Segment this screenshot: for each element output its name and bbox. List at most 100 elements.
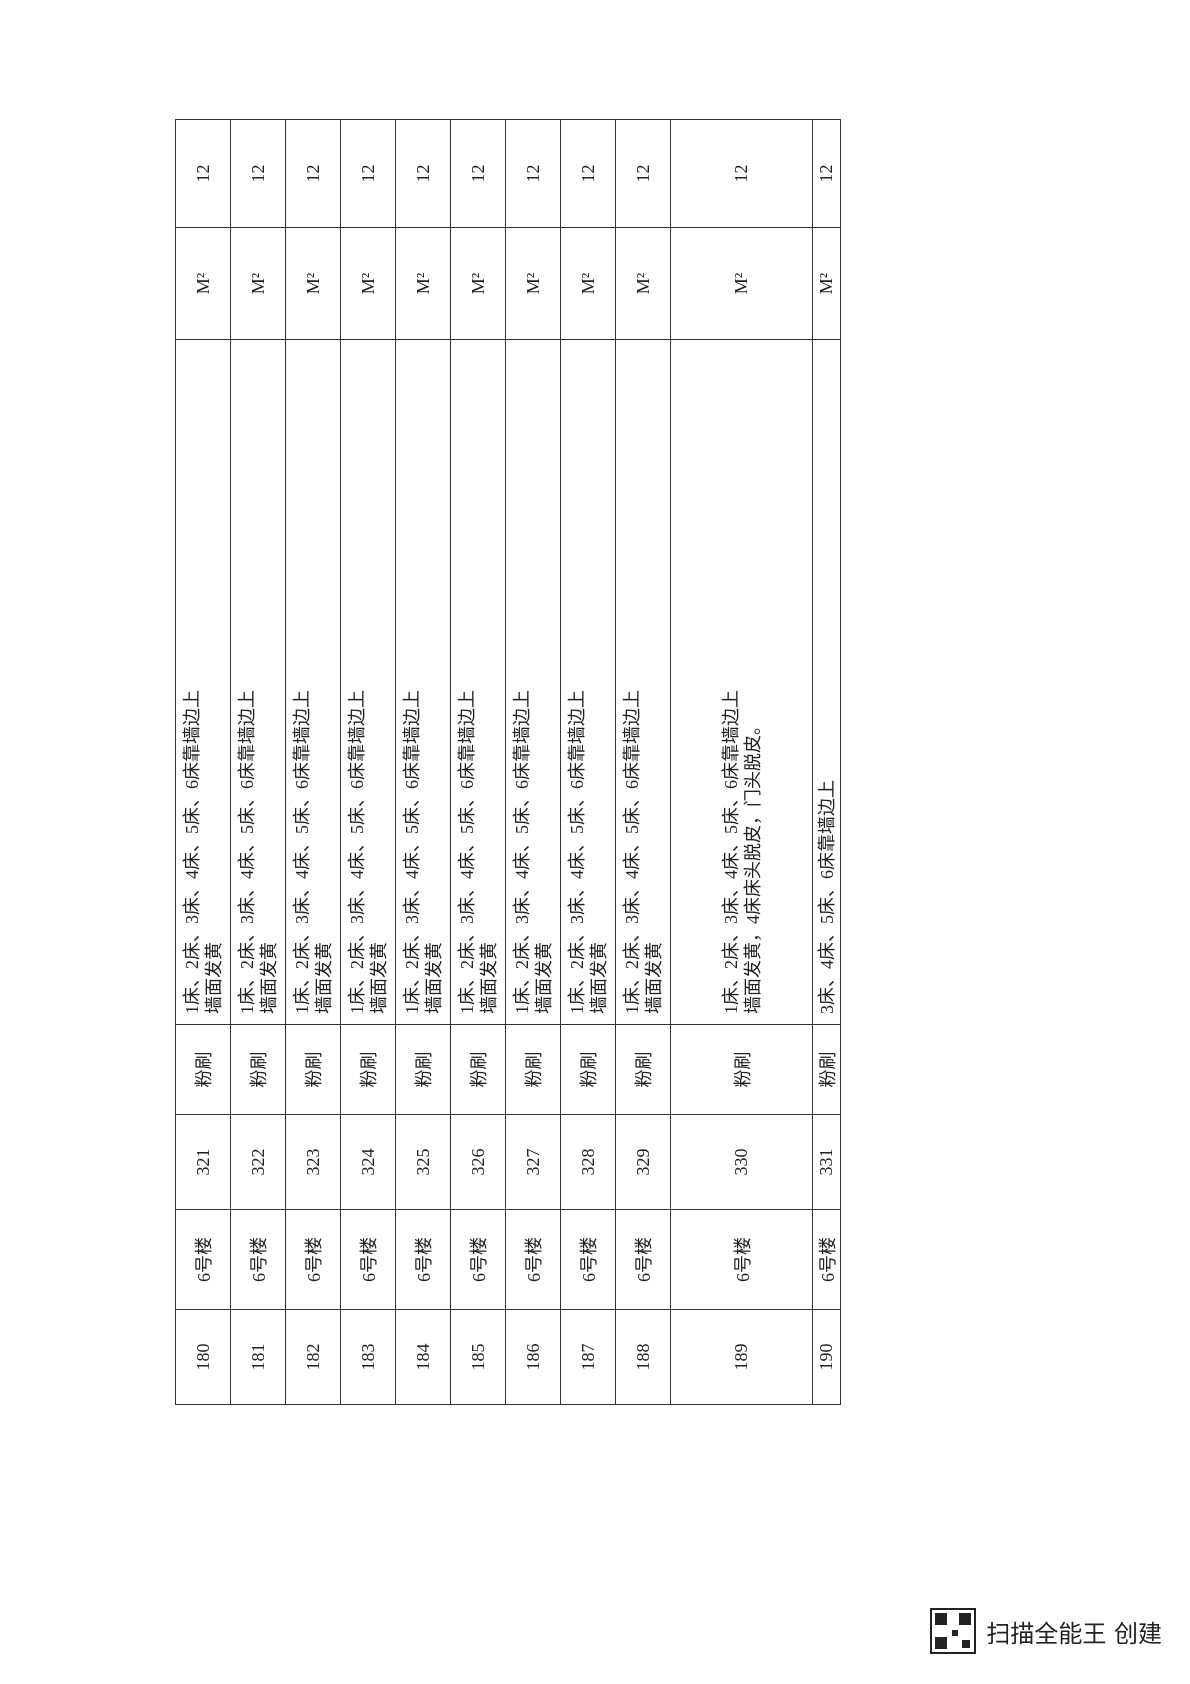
cell-qty: 12 [395,119,451,228]
desc-line: 墙面发黄 [369,942,389,1014]
cell-qty: 12 [670,119,813,228]
cell-type: 粉刷 [395,1024,451,1115]
cell-desc: 1床、2床、3床、4床、5床、6床靠墙边上 墙面发黄 [615,339,671,1025]
cell-desc: 3床、4床、5床、6床靠墙边上 [812,339,841,1025]
cell-type: 粉刷 [285,1024,341,1115]
desc-line: 1床、2床、3床、4床、5床、6床靠墙边上 [292,690,312,1014]
desc-line: 1床、2床、3床、4床、5床、6床靠墙边上 [347,690,367,1014]
table-row: 190 6号楼 331 粉刷 3床、4床、5床、6床靠墙边上 M² 12 [812,119,841,1405]
table-row: 186 6号楼 327 粉刷 1床、2床、3床、4床、5床、6床靠墙边上 墙面发黄 M² 12 [505,119,561,1405]
desc-line: 墙面发黄 [534,942,554,1014]
desc-line: 墙面发黄 [314,942,334,1014]
cell-building: 6号楼 [560,1209,616,1310]
cell-code: 329 [615,1114,671,1210]
desc-line: 1床、2床、3床、4床、5床、6床靠墙边上 [512,690,532,1014]
cell-qty: 12 [615,119,671,228]
cell-code: 328 [560,1114,616,1210]
cell-desc: 1床、2床、3床、4床、5床、6床靠墙边上 墙面发黄 [560,339,616,1025]
cell-code: 322 [230,1114,286,1210]
cell-no: 182 [285,1309,341,1405]
desc-line: 1床、2床、3床、4床、5床、6床靠墙边上 [402,690,422,1014]
table-row: 180 6号楼 321 粉刷 1床、2床、3床、4床、5床、6床靠墙边上 墙面发黄 M² 12 [175,119,231,1405]
desc-line: 1床、2床、3床、4床、5床、6床靠墙边上 [237,690,257,1014]
desc-line: 墙面发黄 [589,942,609,1014]
cell-building: 6号楼 [505,1209,561,1310]
footer-text: 扫描全能王 创建 [986,1619,1162,1648]
cell-code: 325 [395,1114,451,1210]
cell-desc: 1床、2床、3床、4床、5床、6床靠墙边上 墙面发黄 [450,339,506,1025]
cell-building: 6号楼 [285,1209,341,1310]
cell-qty: 12 [175,119,231,228]
table-row: 182 6号楼 323 粉刷 1床、2床、3床、4床、5床、6床靠墙边上 墙面发黄 M² 12 [285,119,341,1405]
cell-code: 330 [670,1114,813,1210]
cell-unit: M² [395,227,451,340]
cell-unit: M² [812,227,841,340]
cell-no: 180 [175,1309,231,1405]
desc-line: 墙面发黄 [259,942,279,1014]
cell-type: 粉刷 [505,1024,561,1115]
footer: 扫描全能王 创建 [930,1608,1162,1654]
cell-unit: M² [175,227,231,340]
cell-unit: M² [560,227,616,340]
cell-building: 6号楼 [615,1209,671,1310]
cell-code: 327 [505,1114,561,1210]
cell-code: 323 [285,1114,341,1210]
cell-qty: 12 [505,119,561,228]
cell-code: 321 [175,1114,231,1210]
cell-desc: 1床、2床、3床、4床、5床、6床靠墙边上 墙面发黄 [285,339,341,1025]
cell-no: 181 [230,1309,286,1405]
cell-code: 331 [812,1114,841,1210]
cell-building: 6号楼 [450,1209,506,1310]
cell-no: 187 [560,1309,616,1405]
cell-no: 188 [615,1309,671,1405]
cell-code: 324 [340,1114,396,1210]
desc-line: 墙面发黄 [204,942,224,1014]
cell-qty: 12 [285,119,341,228]
cell-type: 粉刷 [450,1024,506,1115]
cell-unit: M² [230,227,286,340]
qr-icon [930,1608,977,1654]
table-row: 184 6号楼 325 粉刷 1床、2床、3床、4床、5床、6床靠墙边上 墙面发黄 M² 12 [395,119,451,1405]
desc-line: 墙面发黄，4床床头脱皮，门头脱皮。 [742,717,763,1014]
cell-unit: M² [615,227,671,340]
cell-unit: M² [670,227,813,340]
table-row: 188 6号楼 329 粉刷 1床、2床、3床、4床、5床、6床靠墙边上 墙面发黄 M² 12 [615,119,671,1405]
cell-qty: 12 [340,119,396,228]
desc-line: 1床、2床、3床、4床、5床、6床靠墙边上 [720,690,741,1014]
cell-building: 6号楼 [230,1209,286,1310]
cell-qty: 12 [230,119,286,228]
table: 180 6号楼 321 粉刷 1床、2床、3床、4床、5床、6床靠墙边上 墙面发黄 M² 12… [175,119,841,1405]
table-row: 189 6号楼 330 粉刷 1床、2床、3床、4床、5床、6床靠墙边上 墙面发黄，4床床… [670,119,813,1405]
desc-line: 墙面发黄 [479,942,499,1014]
rotated-table: 180 6号楼 321 粉刷 1床、2床、3床、4床、5床、6床靠墙边上 墙面发黄 M² 12… [175,119,841,1405]
table-row: 183 6号楼 324 粉刷 1床、2床、3床、4床、5床、6床靠墙边上 墙面发黄 M² 12 [340,119,396,1405]
desc-line: 3床、4床、5床、6床靠墙边上 [816,780,837,1014]
cell-qty: 12 [560,119,616,228]
desc-line: 1床、2床、3床、4床、5床、6床靠墙边上 [182,690,202,1014]
table-row: 181 6号楼 322 粉刷 1床、2床、3床、4床、5床、6床靠墙边上 墙面发黄 M² 12 [230,119,286,1405]
cell-no: 183 [340,1309,396,1405]
cell-no: 190 [812,1309,841,1405]
cell-qty: 12 [812,119,841,228]
cell-desc: 1床、2床、3床、4床、5床、6床靠墙边上 墙面发黄 [175,339,231,1025]
cell-no: 185 [450,1309,506,1405]
desc-line: 墙面发黄 [424,942,444,1014]
cell-type: 粉刷 [812,1024,841,1115]
cell-type: 粉刷 [560,1024,616,1115]
cell-unit: M² [340,227,396,340]
cell-building: 6号楼 [812,1209,841,1310]
cell-unit: M² [285,227,341,340]
cell-desc: 1床、2床、3床、4床、5床、6床靠墙边上 墙面发黄 [230,339,286,1025]
cell-building: 6号楼 [395,1209,451,1310]
cell-no: 189 [670,1309,813,1405]
cell-type: 粉刷 [670,1024,813,1115]
desc-line: 1床、2床、3床、4床、5床、6床靠墙边上 [457,690,477,1014]
cell-desc: 1床、2床、3床、4床、5床、6床靠墙边上 墙面发黄 [505,339,561,1025]
cell-code: 326 [450,1114,506,1210]
desc-line: 墙面发黄 [644,942,664,1014]
table-row: 187 6号楼 328 粉刷 1床、2床、3床、4床、5床、6床靠墙边上 墙面发黄 M² 12 [560,119,616,1405]
cell-unit: M² [505,227,561,340]
cell-type: 粉刷 [615,1024,671,1115]
cell-no: 184 [395,1309,451,1405]
desc-line: 1床、2床、3床、4床、5床、6床靠墙边上 [567,690,587,1014]
